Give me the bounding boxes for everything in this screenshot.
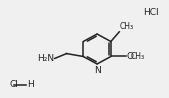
Text: CH₃: CH₃	[131, 52, 145, 61]
Text: CH₃: CH₃	[120, 22, 134, 31]
Text: H₂N: H₂N	[37, 54, 54, 63]
Text: Cl: Cl	[10, 80, 19, 89]
Text: H: H	[27, 80, 33, 89]
Text: HCl: HCl	[143, 8, 159, 17]
Text: N: N	[94, 66, 100, 75]
Text: O: O	[127, 52, 134, 61]
